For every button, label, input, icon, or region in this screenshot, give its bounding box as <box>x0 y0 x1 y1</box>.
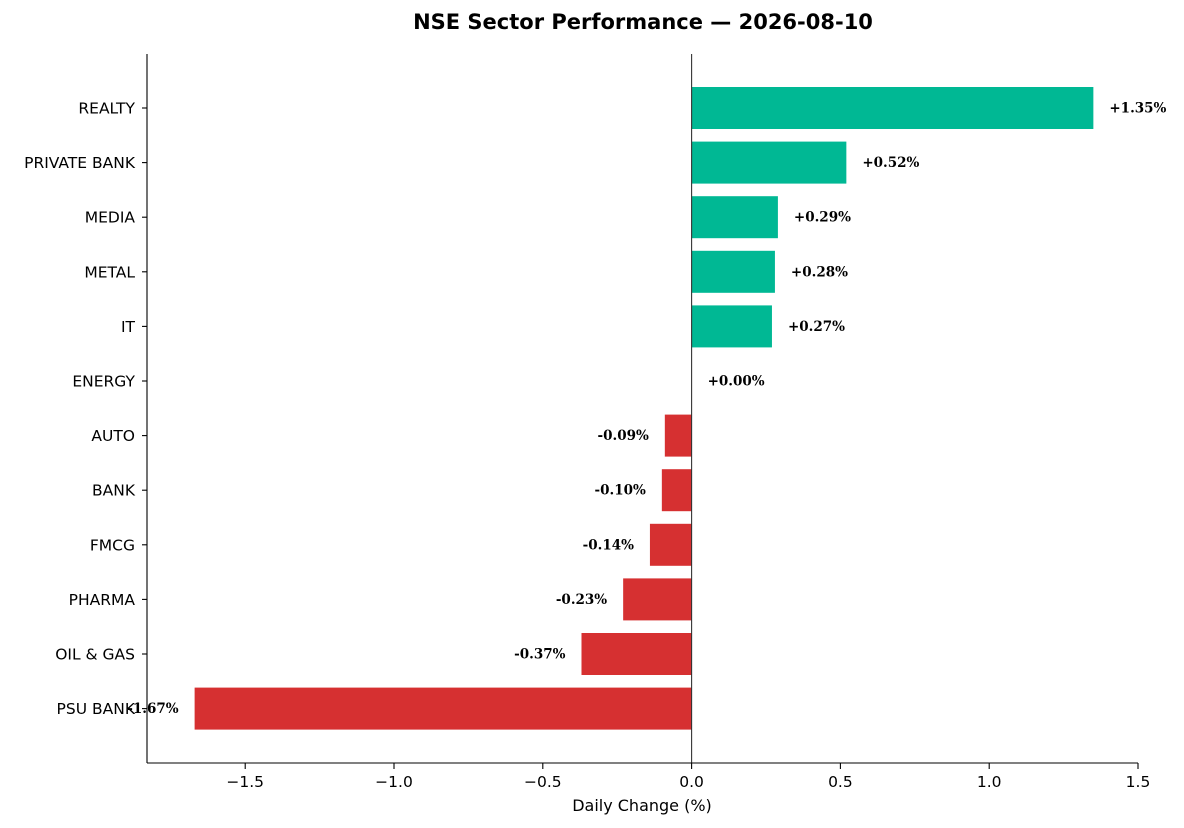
x-tick-label: 0.0 <box>679 773 704 791</box>
axes-group <box>142 54 1138 764</box>
x-tick-label: −0.5 <box>524 773 562 791</box>
category-label: IT <box>121 318 136 336</box>
category-label: PSU BANK <box>57 700 136 718</box>
data-label: +1.35% <box>1109 101 1166 117</box>
data-label: +0.00% <box>708 374 765 390</box>
bar-it <box>691 305 772 348</box>
data-label: -0.37% <box>514 647 565 663</box>
data-label: -0.14% <box>583 537 634 553</box>
category-label: PHARMA <box>69 591 136 609</box>
data-label: +0.27% <box>788 319 845 335</box>
category-label: OIL & GAS <box>55 646 135 664</box>
x-axis-title: Daily Change (%) <box>572 796 712 815</box>
bar-oil-gas <box>581 633 692 675</box>
data-label: +0.52% <box>862 155 919 171</box>
bar-private-bank <box>691 141 847 184</box>
category-label: METAL <box>84 263 135 281</box>
bar-fmcg <box>649 523 692 566</box>
bar-pharma <box>623 578 692 621</box>
category-label: PRIVATE BANK <box>24 154 136 172</box>
bar-media <box>691 196 778 239</box>
x-tick-label: −1.0 <box>375 773 413 791</box>
data-label: +0.29% <box>794 210 851 226</box>
x-tick-label: 1.0 <box>977 773 1002 791</box>
data-label: -0.23% <box>556 592 607 608</box>
bar-psu-bank <box>194 687 692 730</box>
bars-group <box>194 87 1094 730</box>
bar-bank <box>661 469 692 512</box>
data-label: +0.28% <box>791 264 848 280</box>
category-label: AUTO <box>91 427 135 445</box>
data-labels-group: +1.35% +0.52% +0.29% +0.28% +0.27% +0.00% -0.0… <box>127 101 1166 718</box>
category-label: BANK <box>92 482 136 500</box>
data-label: -1.67% <box>127 701 178 717</box>
chart-title: NSE Sector Performance — 2026-08-10 <box>413 10 873 34</box>
category-label: REALTY <box>78 100 135 118</box>
x-tick-label: 1.5 <box>1126 773 1151 791</box>
category-label: FMCG <box>90 536 135 554</box>
data-label: -0.09% <box>598 428 649 444</box>
x-tick-label: −1.5 <box>226 773 264 791</box>
data-label: -0.10% <box>595 483 646 499</box>
bar-metal <box>691 250 775 293</box>
category-label: ENERGY <box>72 373 135 391</box>
bar-realty <box>691 87 1094 129</box>
bar-auto <box>664 414 692 457</box>
category-labels-group: REALTY PRIVATE BANK MEDIA METAL IT ENERGY AUTO… <box>24 100 136 719</box>
x-tick-label: 0.5 <box>828 773 853 791</box>
x-ticks-group: −1.5 −1.0 −0.5 0.0 0.5 1.0 1.5 <box>226 763 1150 791</box>
category-label: MEDIA <box>85 209 136 227</box>
